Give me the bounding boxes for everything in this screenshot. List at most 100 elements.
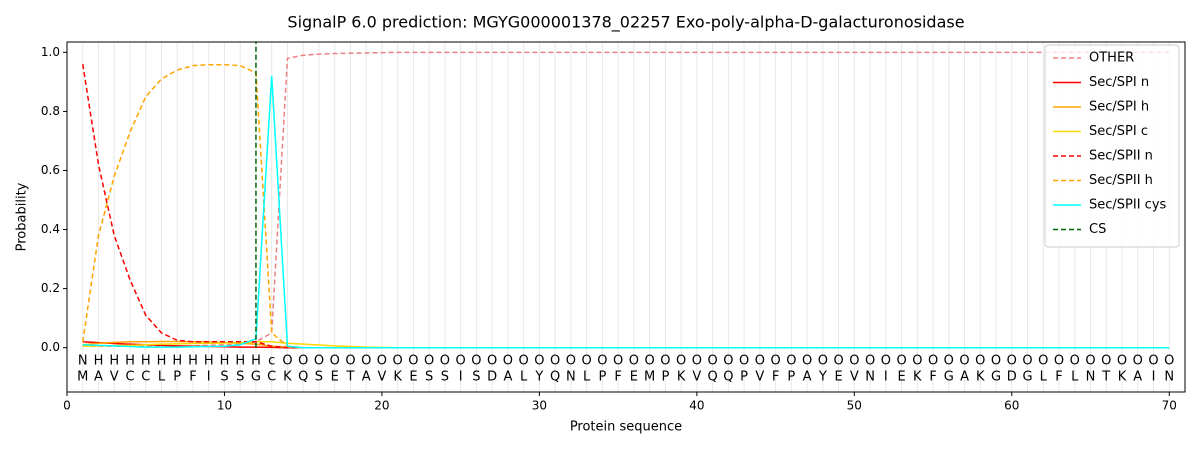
region-label: O: [645, 354, 655, 369]
region-label: O: [660, 354, 670, 369]
region-label: O: [361, 354, 371, 369]
region-label: O: [471, 354, 481, 369]
region-label: O: [865, 354, 875, 369]
y-tick-label: 0.8: [41, 104, 60, 118]
residue: K: [393, 370, 402, 385]
y-tick-label: 1.0: [41, 45, 60, 59]
region-label: H: [109, 354, 119, 369]
residue: N: [1086, 370, 1096, 385]
region-label: O: [282, 354, 292, 369]
residue: S: [236, 370, 244, 385]
residue: G: [991, 370, 1001, 385]
region-label: O: [456, 354, 466, 369]
x-tick-label: 70: [1162, 399, 1177, 413]
region-label: O: [566, 354, 576, 369]
residue: A: [94, 370, 103, 385]
region-label: O: [881, 354, 891, 369]
region-label: O: [1133, 354, 1143, 369]
region-label: O: [597, 354, 607, 369]
legend-label: Sec/SPII n: [1089, 149, 1153, 164]
region-label: O: [519, 354, 529, 369]
region-label: O: [755, 354, 765, 369]
x-tick-label: 60: [1004, 399, 1019, 413]
residue: E: [897, 370, 905, 385]
residue: Q: [550, 370, 560, 385]
legend-box: [1044, 44, 1180, 248]
y-tick-label: 0.6: [41, 163, 60, 177]
residue: L: [158, 370, 166, 385]
series-line: [82, 75, 1170, 349]
residue: K: [677, 370, 686, 385]
region-label: O: [1007, 354, 1017, 369]
residue: S: [472, 370, 480, 385]
residue: P: [787, 370, 795, 385]
residue: A: [362, 370, 371, 385]
x-tick-label: 40: [689, 399, 704, 413]
residue: E: [630, 370, 638, 385]
legend-label: Sec/SPI n: [1089, 75, 1149, 90]
region-label: O: [534, 354, 544, 369]
region-label: O: [424, 354, 434, 369]
region-label: O: [1038, 354, 1048, 369]
region-label: O: [1054, 354, 1064, 369]
region-label: O: [912, 354, 922, 369]
region-label: H: [172, 354, 182, 369]
residue: Q: [707, 370, 717, 385]
x-tick-label: 50: [847, 399, 862, 413]
y-axis-label: Probability: [15, 182, 30, 251]
residue: K: [283, 370, 292, 385]
series-line: [82, 51, 1170, 347]
residue: N: [1164, 370, 1174, 385]
region-label: O: [582, 354, 592, 369]
residue: D: [487, 370, 497, 385]
residue: G: [251, 370, 261, 385]
region-label: H: [204, 354, 214, 369]
region-label: c: [268, 354, 275, 369]
region-label: O: [1085, 354, 1095, 369]
residue: V: [110, 370, 119, 385]
residue: Y: [818, 370, 827, 385]
residue: C: [125, 370, 134, 385]
legend-label: Sec/SPI h: [1089, 100, 1149, 115]
residue: E: [409, 370, 417, 385]
region-label: O: [330, 354, 340, 369]
region-label: O: [345, 354, 355, 369]
region-label: O: [1164, 354, 1174, 369]
region-label: O: [393, 354, 403, 369]
residue: V: [377, 370, 386, 385]
residue: D: [1007, 370, 1017, 385]
y-tick-label: 0.4: [41, 222, 60, 236]
y-tick-label: 0.2: [41, 281, 60, 295]
residue: C: [267, 370, 276, 385]
residue: S: [441, 370, 449, 385]
residue: M: [644, 370, 655, 385]
series-line: [82, 64, 1170, 349]
residue: T: [345, 370, 354, 385]
residue: L: [1071, 370, 1079, 385]
residue: F: [1055, 370, 1062, 385]
region-label: O: [849, 354, 859, 369]
residue: A: [1133, 370, 1142, 385]
residue: N: [865, 370, 875, 385]
residue: A: [960, 370, 969, 385]
residue: C: [141, 370, 150, 385]
residue: G: [944, 370, 954, 385]
region-label: O: [802, 354, 812, 369]
residue: F: [772, 370, 779, 385]
region-label: O: [723, 354, 733, 369]
legend-label: Sec/SPII cys: [1089, 198, 1167, 213]
region-label: O: [833, 354, 843, 369]
region-label: H: [157, 354, 167, 369]
x-tick-label: 0: [63, 399, 71, 413]
chart-title: SignalP 6.0 prediction: MGYG000001378_02…: [287, 13, 964, 33]
region-label: O: [944, 354, 954, 369]
residue: P: [598, 370, 606, 385]
residue: F: [614, 370, 621, 385]
residue: P: [740, 370, 748, 385]
residue: L: [1040, 370, 1048, 385]
region-label: O: [692, 354, 702, 369]
residue: P: [661, 370, 669, 385]
residue: V: [850, 370, 859, 385]
residue: S: [220, 370, 228, 385]
region-label: O: [786, 354, 796, 369]
